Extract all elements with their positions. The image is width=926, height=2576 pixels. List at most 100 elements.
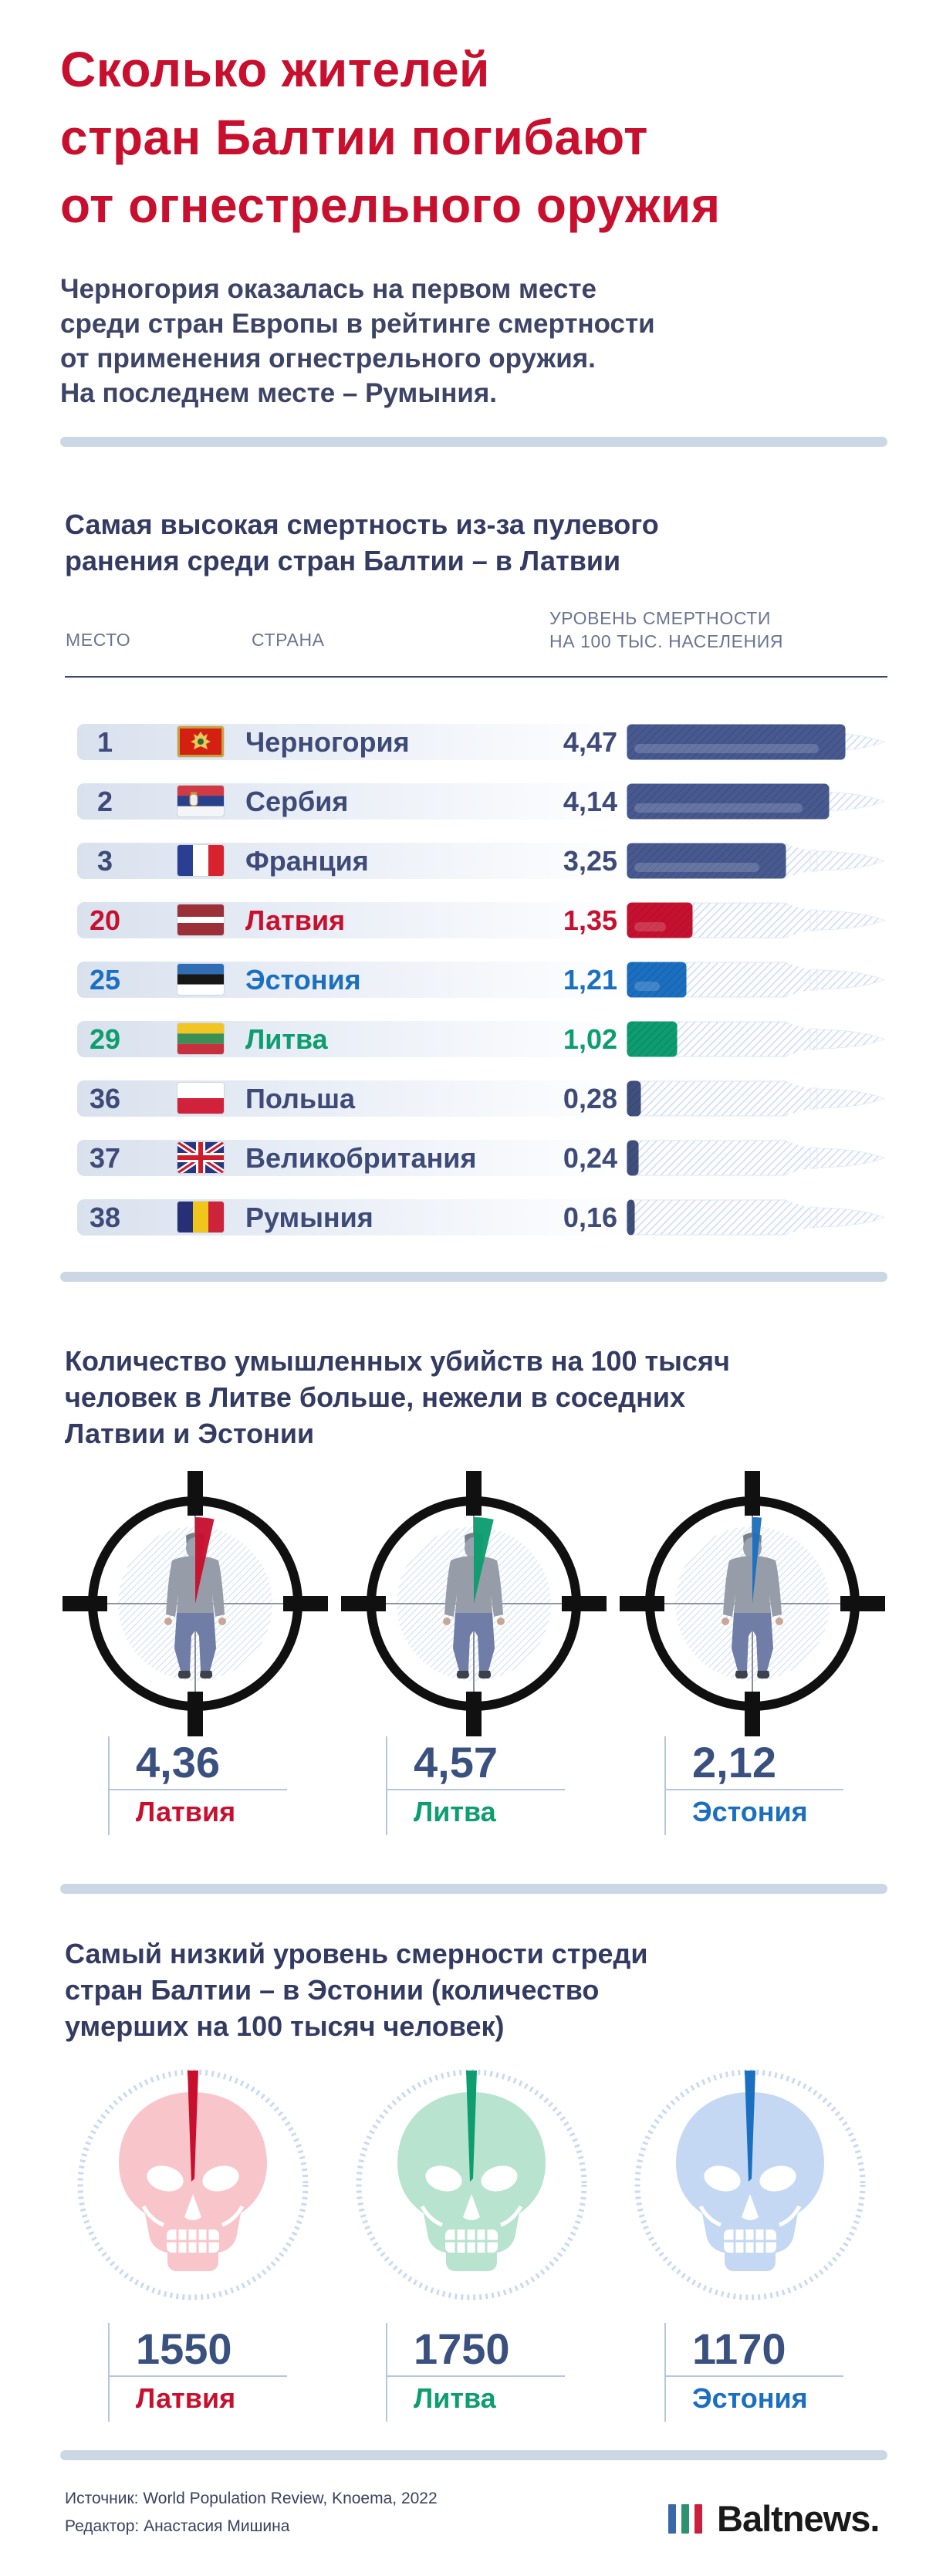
homicide-stat-block: 2,12 Эстония xyxy=(664,1736,904,1835)
section-divider xyxy=(60,1272,887,1282)
flag-rs-icon xyxy=(177,786,225,817)
rank-cell: 36 xyxy=(89,1083,121,1114)
stat-rule-vertical xyxy=(386,2323,387,2422)
column-header-rate: УРОВЕНЬ СМЕРТНОСТИ НА 100 ТЫС. НАСЕЛЕНИЯ xyxy=(549,607,783,653)
skulls-section-heading: Самый низкий уровень смерности стреди ст… xyxy=(65,1935,647,2044)
rate-value-cell: 1,02 xyxy=(563,1023,617,1055)
rank-cell: 20 xyxy=(89,904,121,936)
baltnews-logo-text: Baltnews. xyxy=(717,2498,880,2539)
title-line: от огнестрельного оружия xyxy=(60,177,721,233)
flag-gb-icon xyxy=(177,1142,225,1174)
baltnews-logo: Baltnews. xyxy=(668,2498,880,2539)
row-background xyxy=(77,1080,634,1117)
rate-value-cell: 4,14 xyxy=(563,786,617,817)
title-line: стран Балтии погибают xyxy=(60,110,648,165)
heading-line: Самый низкий уровень смерности стреди xyxy=(65,1938,648,1969)
heading-line: Количество умышленных убийств на 100 тыс… xyxy=(65,1345,730,1377)
skull-target-icon xyxy=(62,2054,324,2316)
country-cell: Франция xyxy=(245,845,369,877)
heading-line: ранения среди стран Балтии – в Латвии xyxy=(65,545,621,576)
logo-bar xyxy=(694,2503,702,2534)
skull-icon xyxy=(676,2092,824,2271)
stat-country-label: Эстония xyxy=(692,2382,808,2414)
title-line: Сколько жителей xyxy=(60,42,490,97)
flag-ro-icon xyxy=(177,1202,225,1233)
crosshair-target-icon xyxy=(335,1465,613,1743)
heading-line: умерших на 100 тысяч человек) xyxy=(65,2010,505,2042)
table-row: 37 Великобритания 0,24 xyxy=(0,1140,926,1176)
rate-value-cell: 4,47 xyxy=(563,726,617,758)
stat-country-label: Латвия xyxy=(136,2382,236,2414)
heading-line: Самая высокая смертность из-за пулевого xyxy=(65,509,659,540)
intro-text: Черногория оказалась на первом месте сре… xyxy=(60,272,655,411)
stat-rule-horizontal xyxy=(387,1789,565,1790)
baltnews-logo-bars-icon xyxy=(668,2503,708,2534)
section-divider xyxy=(60,437,887,447)
bullet-bar xyxy=(627,1140,887,1176)
rate-value-cell: 1,35 xyxy=(563,904,617,936)
ranking-table: 1 Черногория 4,47 2 Сербия 4,14 xyxy=(0,724,926,1259)
stat-rule-vertical xyxy=(386,1736,387,1835)
crosshair-target-icon xyxy=(56,1465,334,1743)
row-background xyxy=(77,1199,634,1236)
bullet-bar xyxy=(627,843,887,879)
country-cell: Черногория xyxy=(245,726,410,758)
stat-value: 4,57 xyxy=(414,1738,498,1787)
column-header-rank: МЕСТО xyxy=(66,630,131,650)
table-row: 20 Латвия 1,35 xyxy=(0,902,926,938)
row-background xyxy=(77,962,634,998)
stat-country-label: Литва xyxy=(414,2382,496,2414)
rank-cell: 38 xyxy=(89,1202,121,1233)
stat-value: 1750 xyxy=(414,2324,510,2373)
heading-line: человек в Литве больше, нежели в соседни… xyxy=(65,1381,686,1413)
mortality-stat-block: 1750 Литва xyxy=(386,2323,625,2422)
bullet-bar xyxy=(627,1021,887,1057)
rank-cell: 3 xyxy=(96,845,113,877)
rate-value-cell: 3,25 xyxy=(563,845,617,877)
mortality-stat-block: 1550 Латвия xyxy=(108,2323,347,2422)
country-cell: Польша xyxy=(245,1083,355,1114)
row-background xyxy=(77,843,634,879)
crosshair-target-icon xyxy=(613,1465,891,1743)
section-divider xyxy=(60,1884,887,1894)
rank-cell: 29 xyxy=(89,1023,121,1055)
row-background xyxy=(77,724,634,760)
skull-icon xyxy=(397,2092,546,2271)
table-section-heading: Самая высокая смертность из-за пулевого … xyxy=(65,506,659,579)
bullet-bar xyxy=(627,724,887,760)
intro-line: На последнем месте – Румыния. xyxy=(60,378,498,408)
skull-icon xyxy=(119,2092,267,2271)
stat-country-label: Латвия xyxy=(136,1796,236,1827)
stat-rule-vertical xyxy=(664,1736,666,1835)
table-header-rule xyxy=(65,676,887,678)
table-row: 38 Румыния 0,16 xyxy=(0,1199,926,1236)
mortality-stat-block: 1170 Эстония xyxy=(664,2323,904,2422)
country-cell: Румыния xyxy=(245,1202,373,1233)
logo-bar xyxy=(681,2503,689,2534)
page-title: Сколько жителей стран Балтии погибают от… xyxy=(60,35,721,239)
stat-rule-vertical xyxy=(108,1736,110,1835)
flag-pl-icon xyxy=(177,1083,225,1114)
targets-section-heading: Количество умышленных убийств на 100 тыс… xyxy=(65,1343,730,1452)
country-cell: Великобритания xyxy=(245,1142,477,1174)
stat-rule-vertical xyxy=(664,2323,666,2422)
rate-value-cell: 1,21 xyxy=(563,964,617,996)
rank-cell: 1 xyxy=(96,726,113,758)
row-background xyxy=(77,1140,634,1176)
country-cell: Литва xyxy=(245,1023,328,1055)
intro-line: Черногория оказалась на первом месте xyxy=(60,274,596,304)
flag-lt-icon xyxy=(177,1023,225,1055)
rate-value-cell: 0,28 xyxy=(563,1083,617,1114)
bullet-bar xyxy=(627,1199,887,1236)
row-background xyxy=(77,783,634,820)
column-header-country: СТРАНА xyxy=(252,630,325,650)
stat-value: 1170 xyxy=(692,2324,786,2373)
table-row: 2 Сербия 4,14 xyxy=(0,783,926,820)
row-background xyxy=(77,1021,634,1057)
homicide-stat-block: 4,57 Литва xyxy=(386,1736,625,1835)
row-background xyxy=(77,902,634,938)
column-header-rate-line: НА 100 ТЫС. НАСЕЛЕНИЯ xyxy=(549,631,784,651)
table-row: 1 Черногория 4,47 xyxy=(0,724,926,760)
rate-value-cell: 0,16 xyxy=(563,1202,617,1233)
